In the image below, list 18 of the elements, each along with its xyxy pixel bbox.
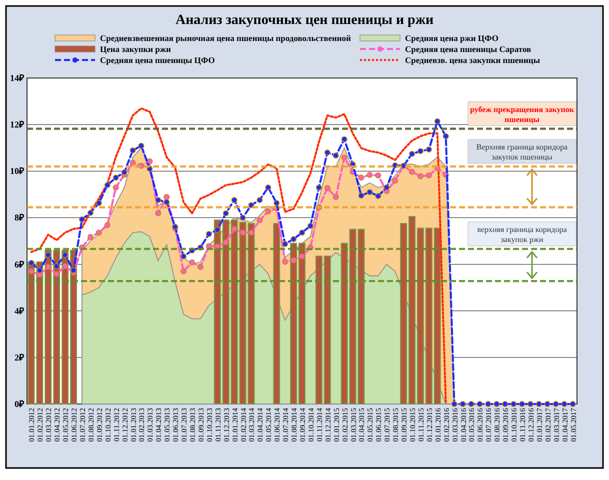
ref-line-label: верхняя граница коридора закупок ржи — [477, 224, 568, 244]
legend-label: Средняя цена пшеницы ЦФО — [100, 55, 216, 65]
legend-label: Средняя цена пшеницы Саратов — [405, 44, 532, 54]
y-tick-label: 0₽ — [14, 399, 25, 409]
y-tick-label: 12₽ — [10, 120, 25, 130]
y-tick-label: 4₽ — [14, 306, 25, 316]
ref-line-label: Верхняя граница коридора закупок пшеницы — [476, 142, 568, 162]
y-tick-label: 6₽ — [14, 259, 25, 270]
y-tick-label: 14₽ — [10, 73, 25, 83]
y-tick-label: 10₽ — [10, 166, 25, 176]
y-tick-label: 2₽ — [14, 352, 25, 362]
chart-title: Анализ закупочных цен пшеницы и ржи — [175, 13, 434, 28]
ref-line-label: рубеж прекращения закупок пшеницы — [470, 104, 574, 124]
legend-label: Средневзв. цена закупки пшеницы — [405, 55, 540, 65]
legend-label: Средняя цена ржи ЦФО — [405, 33, 499, 43]
y-tick-label: 8₽ — [14, 212, 25, 223]
legend-label: Цена закупки ржи — [100, 44, 172, 54]
legend-label: Средневзвешенная рыночная цена пшеницы продовольственной — [100, 33, 352, 43]
